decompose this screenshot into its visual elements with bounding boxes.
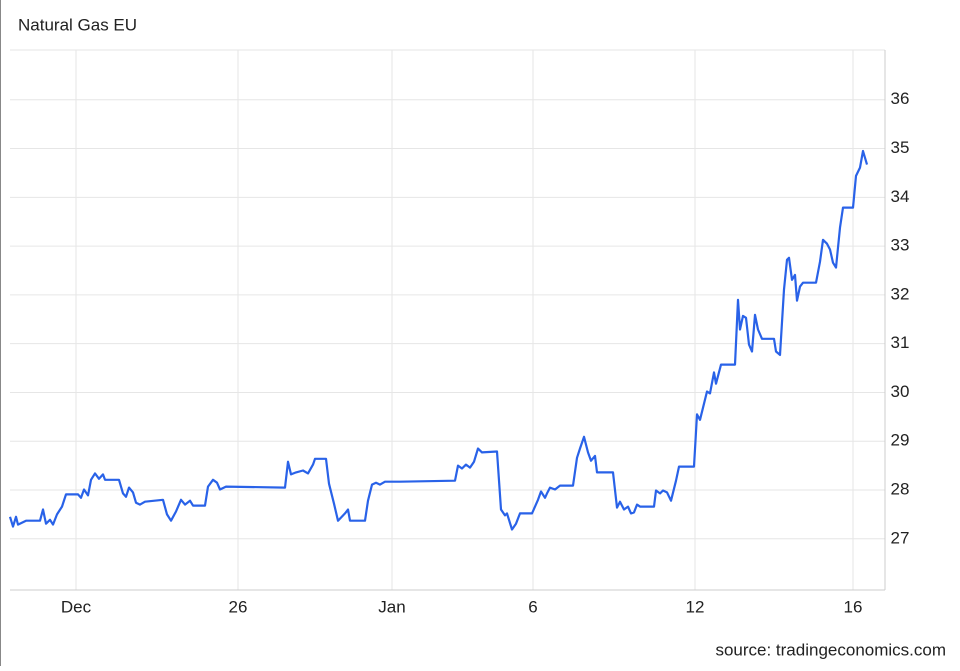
- y-tick-label: 33: [891, 236, 910, 255]
- y-tick-label: 35: [891, 138, 910, 157]
- x-tick-label: Jan: [378, 597, 405, 616]
- x-tick-label: 12: [686, 597, 705, 616]
- price-line: [8, 149, 869, 531]
- chart-title: Natural Gas EU: [18, 15, 137, 34]
- x-tick-label: 26: [229, 597, 248, 616]
- y-tick-label: 30: [891, 382, 910, 401]
- x-tick-label: 16: [844, 597, 863, 616]
- x-tick-label: 6: [528, 597, 537, 616]
- y-tick-label: 32: [891, 284, 910, 303]
- y-tick-label: 29: [891, 431, 910, 450]
- y-tick-label: 27: [891, 528, 910, 547]
- y-tick-label: 31: [891, 333, 910, 352]
- x-tick-label: Dec: [61, 597, 92, 616]
- source-note: source: tradingeconomics.com: [715, 640, 946, 659]
- y-tick-label: 36: [891, 89, 910, 108]
- y-tick-label: 28: [891, 479, 910, 498]
- y-tick-label: 34: [891, 187, 910, 206]
